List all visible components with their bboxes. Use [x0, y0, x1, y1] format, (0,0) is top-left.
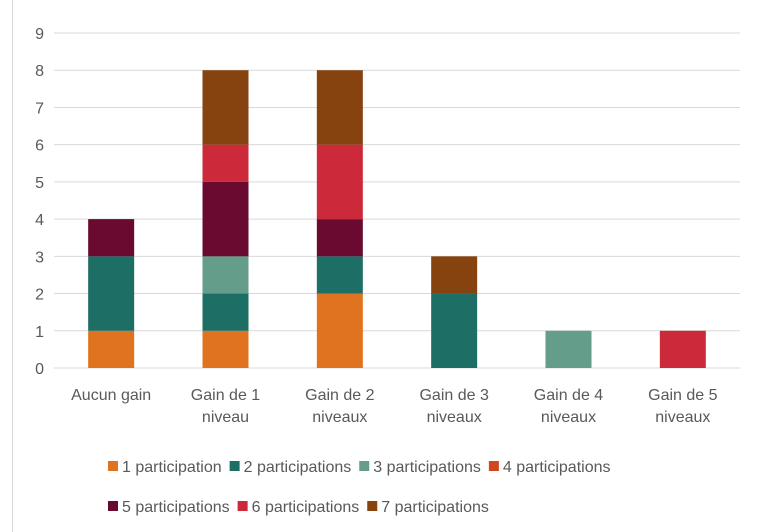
bar-segment: [202, 330, 249, 368]
y-tick-label: 8: [35, 63, 44, 80]
x-category-label-line: Gain de 3: [419, 387, 488, 404]
x-category-label-line: niveaux: [655, 409, 710, 426]
y-tick-label: 6: [35, 138, 44, 155]
bar-segment: [545, 330, 592, 368]
legend-label: 3 participations: [373, 459, 481, 476]
bar-segment: [316, 70, 363, 145]
bar-segment: [431, 293, 478, 368]
legend-swatch: [488, 461, 499, 471]
bar-segment: [202, 181, 249, 257]
bar-segment: [316, 144, 363, 220]
x-category-label-line: niveaux: [427, 409, 482, 426]
x-category-label-line: niveaux: [541, 409, 596, 426]
legend-swatch: [359, 461, 370, 471]
x-category-label: Gain de 4 niveaux: [534, 387, 603, 426]
x-category-label: Gain de 1 niveau: [191, 387, 260, 426]
x-category-label-line: Gain de 2: [305, 387, 374, 404]
legend-swatch: [237, 501, 248, 511]
x-category-label-line: Gain de 5: [648, 387, 717, 404]
y-tick-label: 0: [35, 361, 44, 378]
bar-segment: [88, 330, 135, 368]
legend-swatch: [367, 501, 378, 511]
legend-label: 5 participations: [122, 499, 230, 516]
legend-label: 1 participation: [122, 459, 222, 476]
legend-swatch: [108, 501, 118, 511]
y-tick-label: 5: [35, 175, 44, 192]
x-category-label: Gain de 2 niveaux: [305, 387, 374, 426]
bar-segment: [659, 330, 706, 368]
bar-segment: [316, 219, 363, 257]
y-tick-label: 1: [35, 324, 44, 341]
x-category-label-line: Gain de 1: [191, 387, 260, 404]
bar-segment: [431, 256, 478, 294]
x-axis: Aucun gain Gain de 1 niveau Gain de 2 niveau…: [71, 387, 717, 426]
x-category-label: Aucun gain: [71, 387, 151, 404]
y-tick-label: 2: [35, 287, 44, 304]
legend-swatch: [229, 461, 240, 471]
bar-segment: [202, 256, 249, 294]
legend-swatch: [108, 461, 118, 471]
bars: [88, 70, 706, 368]
bar-segment: [88, 256, 135, 331]
x-category-label-line: Gain de 4: [534, 387, 603, 404]
legend: 1 participation 2 participations 3 partici…: [108, 459, 611, 516]
y-tick-label: 9: [35, 26, 44, 43]
x-category-label-line: niveau: [202, 409, 249, 426]
x-category-label-line: Aucun gain: [71, 387, 151, 404]
x-category-label: Gain de 3 niveaux: [419, 387, 488, 426]
x-category-label: Gain de 5 niveaux: [648, 387, 717, 426]
bar-segment: [202, 293, 249, 331]
legend-label: 2 participations: [244, 459, 352, 476]
y-tick-label: 3: [35, 249, 44, 266]
panel-left-border: [12, 0, 13, 532]
legend-label: 4 participations: [503, 459, 611, 476]
legend-label: 6 participations: [252, 499, 360, 516]
gridlines: [54, 32, 740, 369]
x-category-label-line: niveaux: [312, 409, 367, 426]
legend-label: 7 participations: [381, 499, 489, 516]
bar-segment: [88, 219, 135, 257]
y-tick-label: 4: [35, 212, 44, 229]
bar-segment: [202, 144, 249, 182]
bar-segment: [316, 293, 363, 368]
bar-segment: [202, 70, 249, 145]
y-tick-label: 7: [35, 100, 44, 117]
bar-segment: [316, 256, 363, 294]
y-axis: 0 1 2 3 4 5 6 7 8 9: [35, 26, 44, 378]
